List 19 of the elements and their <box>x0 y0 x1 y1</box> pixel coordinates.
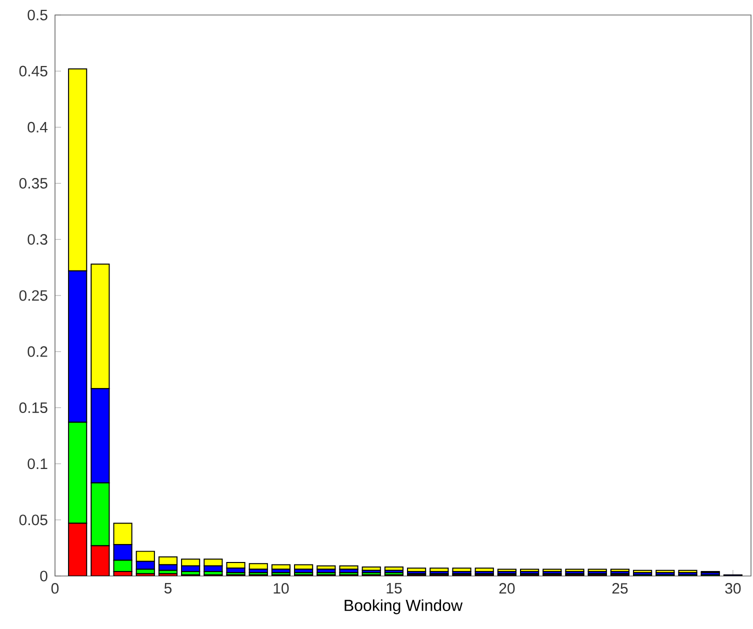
y-tick-label: 0.5 <box>28 10 48 20</box>
x-tick-label: 0 <box>51 583 59 594</box>
x-tick-label: 25 <box>612 583 628 594</box>
x-tick-label: 10 <box>274 583 289 594</box>
x-tick-label: 5 <box>164 583 172 594</box>
y-tick-label: 0.25 <box>19 290 48 301</box>
y-tick-label: 0.45 <box>19 66 48 76</box>
y-tick-label: 0.05 <box>19 514 48 526</box>
y-tick-label: 0.4 <box>28 122 48 133</box>
y-tick-label: 0.2 <box>28 346 48 357</box>
y-tick-label: 0.3 <box>28 234 48 245</box>
x-tick-label: 15 <box>386 583 402 594</box>
y-tick-label: 0.35 <box>19 178 48 189</box>
x-tick-label: 30 <box>725 583 741 594</box>
x-axis-title: Booking Window <box>344 599 463 614</box>
x-tick-label: 20 <box>499 583 515 594</box>
y-tick-label: 0.1 <box>28 458 48 470</box>
y-tick-label: 0 <box>40 570 48 582</box>
y-tick-label: 0.15 <box>19 402 48 414</box>
